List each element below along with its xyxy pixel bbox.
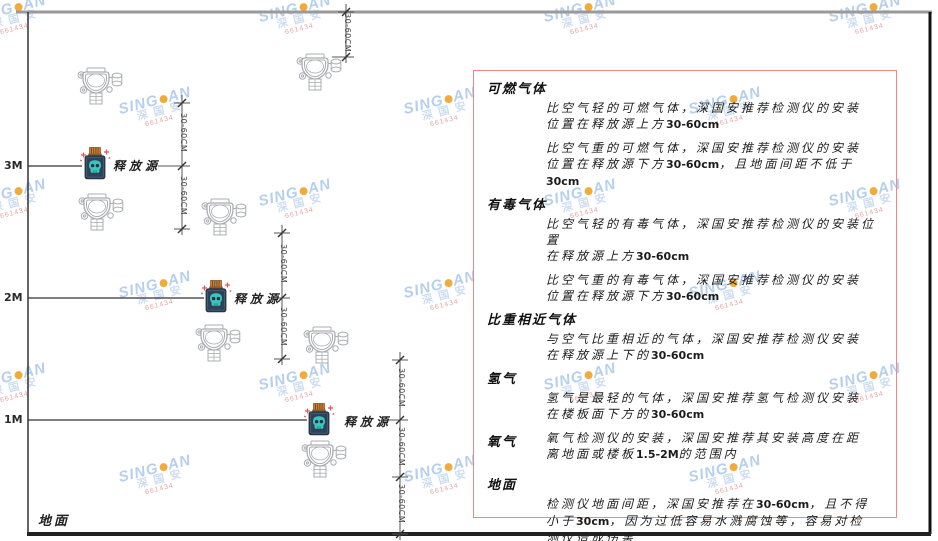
dimension-tick-slash (341, 7, 351, 17)
panel-section-heading: 氢气 (487, 371, 518, 386)
panel-section-heading: 可燃气体 (487, 81, 548, 96)
panel-paragraph: 比空气轻的有毒气体，深国安推荐检测仪的安装位置 在释放源上方30-60cm (546, 217, 877, 263)
dimension-tick-slash (277, 293, 287, 303)
dimension-tick-slash (177, 224, 187, 234)
dimension-tick-slash (395, 472, 405, 482)
panel-section-heading: 氧气 (487, 434, 518, 449)
gas-detector-icon (303, 326, 349, 364)
gas-detector-icon (195, 324, 241, 362)
panel-paragraph: 比空气轻的可燃气体，深国安推荐检测仪的安装 位置在释放源上方30-60cm (546, 101, 862, 131)
panel-paragraph: 检测仪地面间距，深国安推荐在30-60cm，且不得 小于30cm，因为过低容易水溅… (546, 497, 870, 541)
gas-detector-icon (78, 193, 124, 231)
release-source-icon (79, 146, 112, 180)
guidelines-panel: 可燃气体比空气轻的可燃气体，深国安推荐检测仪的安装 位置在释放源上方30-60cm… (473, 70, 897, 541)
panel-section-heading: 比重相近气体 (487, 312, 578, 327)
gas-detector-icon (201, 198, 247, 236)
dimension-tick-slash (395, 355, 405, 365)
release-source-icon (303, 402, 335, 436)
panel-section: 氢气氢气是最轻的气体，深国安推荐氢气检测仪安装 在楼板面下方的30-60cm (487, 371, 886, 423)
panel-paragraph: 氢气是最轻的气体，深国安推荐氢气检测仪安装 在楼板面下方的30-60cm (546, 391, 862, 421)
dimension-tick-slash (395, 529, 405, 539)
dimension-tick-slash (177, 98, 187, 108)
panel-paragraph: 比空气重的可燃气体，深国安推荐检测仪的安装 位置在释放源下方30-60cm，且地面… (546, 141, 862, 188)
dimension-tick-slash (395, 415, 405, 425)
panel-section: 有毒气体比空气轻的有毒气体，深国安推荐检测仪的安装位置 在释放源上方30-60cm… (487, 197, 886, 305)
release-source-icon (200, 279, 232, 313)
dimension-tick-slash (277, 228, 287, 238)
panel-section: 可燃气体比空气轻的可燃气体，深国安推荐检测仪的安装 位置在释放源上方30-60cm… (487, 81, 886, 190)
panel-paragraph: 氧气检测仪的安装，深国安推荐其安装高度在距 离地面或楼板1.5-2M的范围内 (546, 431, 862, 461)
panel-section-heading: 有毒气体 (487, 197, 548, 212)
panel-paragraph: 与空气比重相近的气体，深国安推荐检测仪安装 在释放源上下的30-60cm (546, 332, 862, 362)
panel-section-heading: 地面 (487, 477, 518, 492)
panel-paragraph: 比空气重的有毒气体，深国安推荐检测仪的安装 位置在释放源下方30-60cm (546, 273, 862, 303)
dimension-tick-slash (277, 354, 287, 364)
dimension-tick-slash (177, 161, 187, 171)
panel-section: 地面检测仪地面间距，深国安推荐在30-60cm，且不得 小于30cm，因为过低容易… (487, 477, 886, 541)
gas-detector-icon (77, 67, 123, 105)
gas-detector-icon (296, 53, 342, 91)
gas-detector-icon (301, 440, 347, 478)
panel-section: 氧气 氧气检测仪的安装，深国安推荐其安装高度在距 离地面或楼板1.5-2M的范围内 (487, 430, 886, 463)
dimension-tick-slash (341, 52, 351, 62)
panel-section: 比重相近气体与空气比重相近的气体，深国安推荐检测仪安装 在释放源上下的30-60c… (487, 312, 886, 364)
